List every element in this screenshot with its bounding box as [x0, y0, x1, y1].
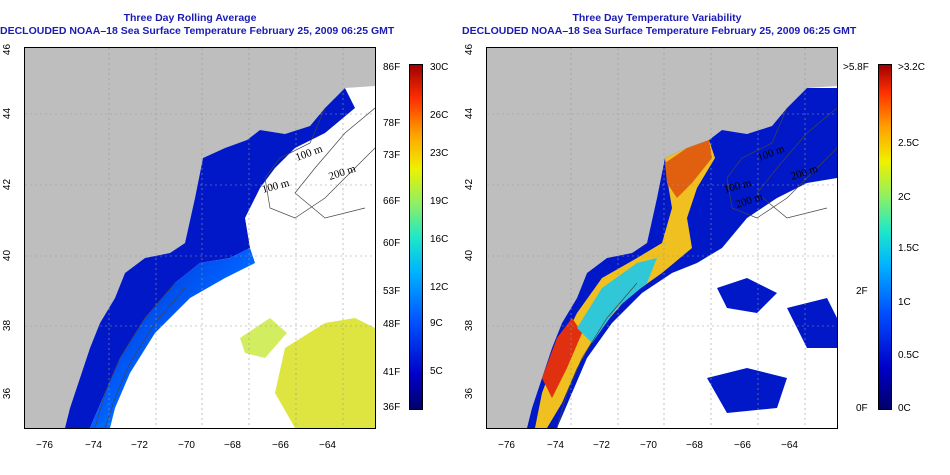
y-tick: 44 [464, 107, 476, 120]
colorbar-label-c: 30C [430, 62, 449, 73]
y-tick: 36 [2, 387, 14, 400]
y-tick: 36 [464, 387, 476, 400]
land-mass [487, 48, 837, 428]
temperature-colorbar [409, 64, 423, 410]
variability-colorbar [878, 64, 892, 410]
x-tick: −74 [85, 440, 102, 451]
x-tick: −76 [498, 440, 515, 451]
x-tick: −64 [781, 440, 798, 451]
sst-warm2 [240, 318, 287, 358]
contour-label: 200 m [327, 163, 358, 183]
variability-offshore3 [787, 298, 837, 348]
colorbar-label-f: 78F [383, 118, 401, 129]
y-tick: 38 [464, 319, 476, 332]
colorbar-label-c: >3.2C [898, 62, 925, 73]
variability-mid [577, 258, 657, 343]
land-mass [25, 48, 375, 428]
bathymetry-contours [94, 107, 375, 428]
x-tick: −72 [131, 440, 148, 451]
colorbar-label-c: 12C [430, 282, 449, 293]
y-tick: 38 [2, 319, 14, 332]
y-tick: 42 [2, 178, 14, 191]
colorbar-label-f: >5.8F [843, 62, 869, 73]
colorbar-label-f: 73F [383, 150, 401, 161]
colorbar-label-f: 86F [383, 62, 401, 73]
x-tick: −70 [640, 440, 657, 451]
colorbar-label-f: 2F [856, 286, 868, 297]
colorbar-label-f: 36F [383, 402, 401, 413]
colorbar-label-c: 2.5C [898, 138, 920, 149]
colorbar-label-f: 66F [383, 196, 401, 207]
panel2-map-svg: 100 m 100 m 200 m 200 m [487, 48, 837, 428]
panel1-map[interactable]: 100 m 100 m 200 m [24, 47, 376, 429]
y-tick: 40 [2, 249, 14, 262]
colorbar-label-c: 0C [898, 403, 911, 414]
colorbar-label-f: 60F [383, 238, 401, 249]
panel1-title-line1: Three Day Rolling Average [123, 12, 257, 24]
variability-high2 [665, 140, 712, 198]
y-tick: 40 [464, 249, 476, 262]
x-tick: −68 [224, 440, 241, 451]
sst-shelf [65, 88, 355, 428]
sst-warm [275, 318, 375, 428]
variability-offshore2 [707, 368, 787, 413]
bathymetry-contours [556, 107, 837, 428]
x-tick: −64 [319, 440, 336, 451]
variability-high [542, 318, 582, 398]
x-tick: −76 [36, 440, 53, 451]
y-tick: 42 [464, 178, 476, 191]
colorbar-label-f: 0F [856, 403, 868, 414]
colorbar-label-c: 1.5C [898, 243, 920, 254]
panel2-map[interactable]: 100 m 100 m 200 m 200 m [486, 47, 838, 429]
colorbar-label-f: 41F [383, 367, 401, 378]
variability-offshore [717, 278, 777, 313]
colorbar-label-c: 19C [430, 196, 449, 207]
x-tick: −68 [686, 440, 703, 451]
panel1-map-svg: 100 m 100 m 200 m [25, 48, 375, 428]
colorbar-label-c: 26C [430, 110, 449, 121]
sst-slope [90, 248, 255, 428]
x-tick: −74 [547, 440, 564, 451]
colorbar-label-f: 53F [383, 286, 401, 297]
y-tick: 46 [464, 43, 476, 56]
colorbar-label-f: 48F [383, 319, 401, 330]
colorbar-label-c: 16C [430, 234, 449, 245]
variability-shelf [527, 88, 837, 428]
colorbar-label-c: 0.5C [898, 350, 920, 361]
panel2-title-line2: DECLOUDED NOAA–18 Sea Surface Temperatur… [462, 25, 857, 37]
graticule [487, 48, 837, 428]
panel1-title-line2: DECLOUDED NOAA–18 Sea Surface Temperatur… [0, 25, 395, 37]
colorbar-label-c: 5C [430, 366, 443, 377]
graticule [25, 48, 375, 428]
colorbar-label-c: 2C [898, 192, 911, 203]
y-tick: 46 [2, 43, 14, 56]
colorbar-label-c: 1C [898, 297, 911, 308]
x-tick: −66 [734, 440, 751, 451]
x-tick: −70 [178, 440, 195, 451]
colorbar-label-c: 23C [430, 148, 449, 159]
y-tick: 44 [2, 107, 14, 120]
x-tick: −66 [272, 440, 289, 451]
colorbar-label-c: 9C [430, 318, 443, 329]
x-tick: −72 [593, 440, 610, 451]
panel2-title-line1: Three Day Temperature Variability [572, 12, 742, 24]
